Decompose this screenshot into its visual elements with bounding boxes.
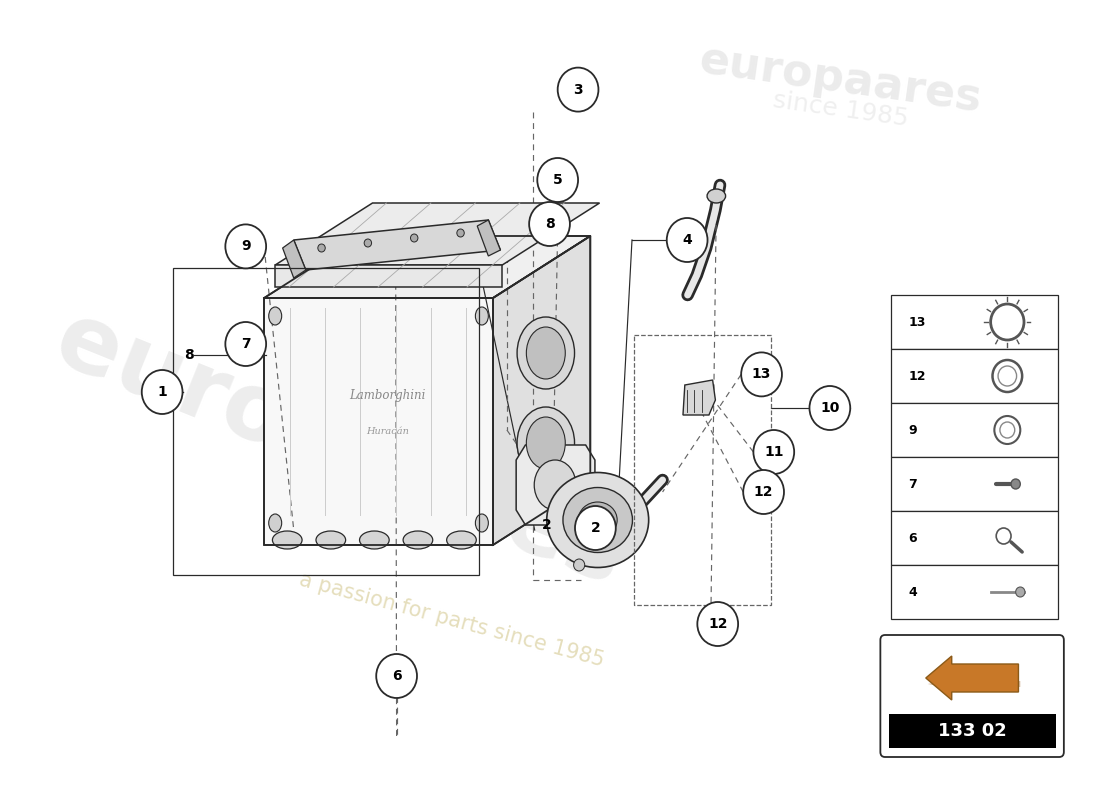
Circle shape	[558, 68, 598, 111]
Ellipse shape	[526, 327, 565, 379]
Circle shape	[226, 224, 266, 268]
Polygon shape	[891, 457, 1058, 511]
Circle shape	[1011, 479, 1021, 489]
Text: 4: 4	[909, 586, 917, 598]
Text: 1: 1	[157, 385, 167, 399]
Ellipse shape	[268, 514, 282, 532]
Polygon shape	[891, 295, 1058, 349]
Ellipse shape	[526, 417, 565, 469]
FancyArrow shape	[926, 656, 1019, 700]
Ellipse shape	[517, 317, 574, 389]
Text: 12: 12	[909, 370, 926, 382]
Text: 7: 7	[909, 478, 917, 490]
Text: 12: 12	[754, 485, 773, 499]
Text: 4: 4	[682, 233, 692, 247]
Polygon shape	[516, 445, 595, 525]
Circle shape	[667, 218, 707, 262]
Ellipse shape	[547, 473, 649, 567]
Circle shape	[741, 352, 782, 397]
Text: Huracán: Huracán	[366, 426, 409, 435]
Polygon shape	[683, 380, 715, 415]
Circle shape	[575, 506, 616, 550]
Text: 7: 7	[241, 337, 251, 351]
Polygon shape	[891, 565, 1058, 619]
Circle shape	[376, 654, 417, 698]
Polygon shape	[264, 298, 493, 545]
Text: Lamborghini: Lamborghini	[349, 390, 426, 402]
Circle shape	[318, 244, 326, 252]
FancyArrow shape	[927, 679, 1021, 689]
Ellipse shape	[316, 531, 345, 549]
Circle shape	[573, 559, 585, 571]
Circle shape	[456, 229, 464, 237]
Text: europaares: europaares	[696, 39, 984, 121]
Polygon shape	[493, 236, 591, 545]
Circle shape	[529, 202, 570, 246]
Circle shape	[697, 602, 738, 646]
Text: 2: 2	[542, 518, 552, 532]
Circle shape	[142, 370, 183, 414]
Circle shape	[537, 158, 579, 202]
Polygon shape	[891, 349, 1058, 403]
Text: 2: 2	[591, 521, 601, 535]
Text: 3: 3	[573, 82, 583, 97]
Circle shape	[744, 470, 784, 514]
Ellipse shape	[563, 487, 632, 553]
Text: 6: 6	[909, 531, 916, 545]
Ellipse shape	[475, 514, 488, 532]
Polygon shape	[275, 265, 503, 287]
Text: 8: 8	[544, 217, 554, 231]
Text: 8: 8	[185, 348, 194, 362]
Ellipse shape	[273, 531, 303, 549]
Polygon shape	[264, 236, 591, 298]
Polygon shape	[889, 714, 1056, 748]
Ellipse shape	[517, 407, 574, 479]
Ellipse shape	[360, 531, 389, 549]
Circle shape	[364, 239, 372, 247]
Ellipse shape	[268, 307, 282, 325]
FancyBboxPatch shape	[880, 635, 1064, 757]
Ellipse shape	[535, 460, 576, 510]
Ellipse shape	[627, 508, 642, 520]
Text: 13: 13	[909, 315, 925, 329]
Text: 133 02: 133 02	[937, 722, 1006, 740]
Polygon shape	[275, 203, 600, 265]
Text: 5: 5	[553, 173, 562, 187]
Text: 12: 12	[708, 617, 727, 631]
Ellipse shape	[579, 502, 617, 538]
Text: a passion for parts since 1985: a passion for parts since 1985	[297, 570, 606, 670]
Circle shape	[410, 234, 418, 242]
Circle shape	[226, 322, 266, 366]
Polygon shape	[891, 511, 1058, 565]
Ellipse shape	[447, 531, 476, 549]
Ellipse shape	[707, 189, 726, 203]
Text: 10: 10	[821, 401, 839, 415]
Text: 11: 11	[764, 445, 783, 459]
Text: europaares: europaares	[43, 294, 638, 606]
Text: 9: 9	[241, 239, 251, 254]
Polygon shape	[283, 240, 306, 278]
Text: 6: 6	[392, 669, 402, 683]
Text: since 1985: since 1985	[771, 89, 910, 131]
Circle shape	[1015, 587, 1025, 597]
Text: 13: 13	[752, 367, 771, 382]
Polygon shape	[294, 220, 500, 270]
Polygon shape	[477, 220, 500, 256]
Ellipse shape	[403, 531, 432, 549]
Ellipse shape	[475, 307, 488, 325]
Polygon shape	[891, 403, 1058, 457]
Circle shape	[754, 430, 794, 474]
Circle shape	[810, 386, 850, 430]
Text: 9: 9	[909, 423, 916, 437]
